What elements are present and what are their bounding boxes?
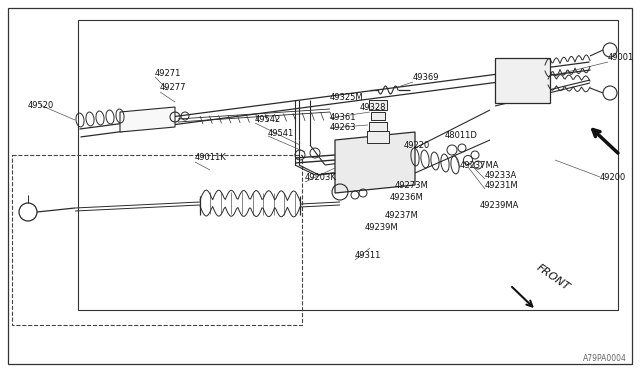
Text: 49011K: 49011K [195, 154, 227, 163]
Text: 49361: 49361 [330, 113, 356, 122]
Text: 49277: 49277 [160, 83, 186, 93]
Polygon shape [120, 107, 175, 132]
Text: 49200: 49200 [600, 173, 627, 182]
Bar [371, 112, 385, 120]
Text: 49263: 49263 [330, 124, 356, 132]
Bar [369, 100, 387, 110]
Bar [367, 131, 389, 143]
Bar [369, 122, 387, 132]
Text: 49001: 49001 [608, 54, 634, 62]
Text: 49325M: 49325M [330, 93, 364, 102]
Text: 49239M: 49239M [365, 224, 399, 232]
Bar [78, 20, 618, 310]
Polygon shape [335, 132, 415, 193]
Text: 49541: 49541 [268, 128, 294, 138]
Text: 48011D: 48011D [445, 131, 478, 140]
Text: 49271: 49271 [155, 68, 181, 77]
Text: A79PA0004: A79PA0004 [583, 354, 627, 363]
Text: 49328: 49328 [360, 103, 387, 112]
Text: 49311: 49311 [355, 250, 381, 260]
Text: 49203K: 49203K [305, 173, 337, 183]
Bar [495, 58, 550, 103]
Text: 49237MA: 49237MA [460, 160, 499, 170]
Text: 49273M: 49273M [395, 180, 429, 189]
Text: FRONT: FRONT [535, 262, 572, 292]
Text: 49236M: 49236M [390, 193, 424, 202]
Bar [12, 155, 302, 325]
Text: 49237M: 49237M [385, 211, 419, 219]
Text: 49542: 49542 [255, 115, 281, 125]
Text: 49220: 49220 [404, 141, 430, 150]
Text: 49369: 49369 [413, 74, 440, 83]
Text: 49239MA: 49239MA [480, 201, 520, 209]
Text: 49520: 49520 [28, 100, 54, 109]
Text: 49233A: 49233A [485, 170, 517, 180]
Text: 49231M: 49231M [485, 180, 518, 189]
